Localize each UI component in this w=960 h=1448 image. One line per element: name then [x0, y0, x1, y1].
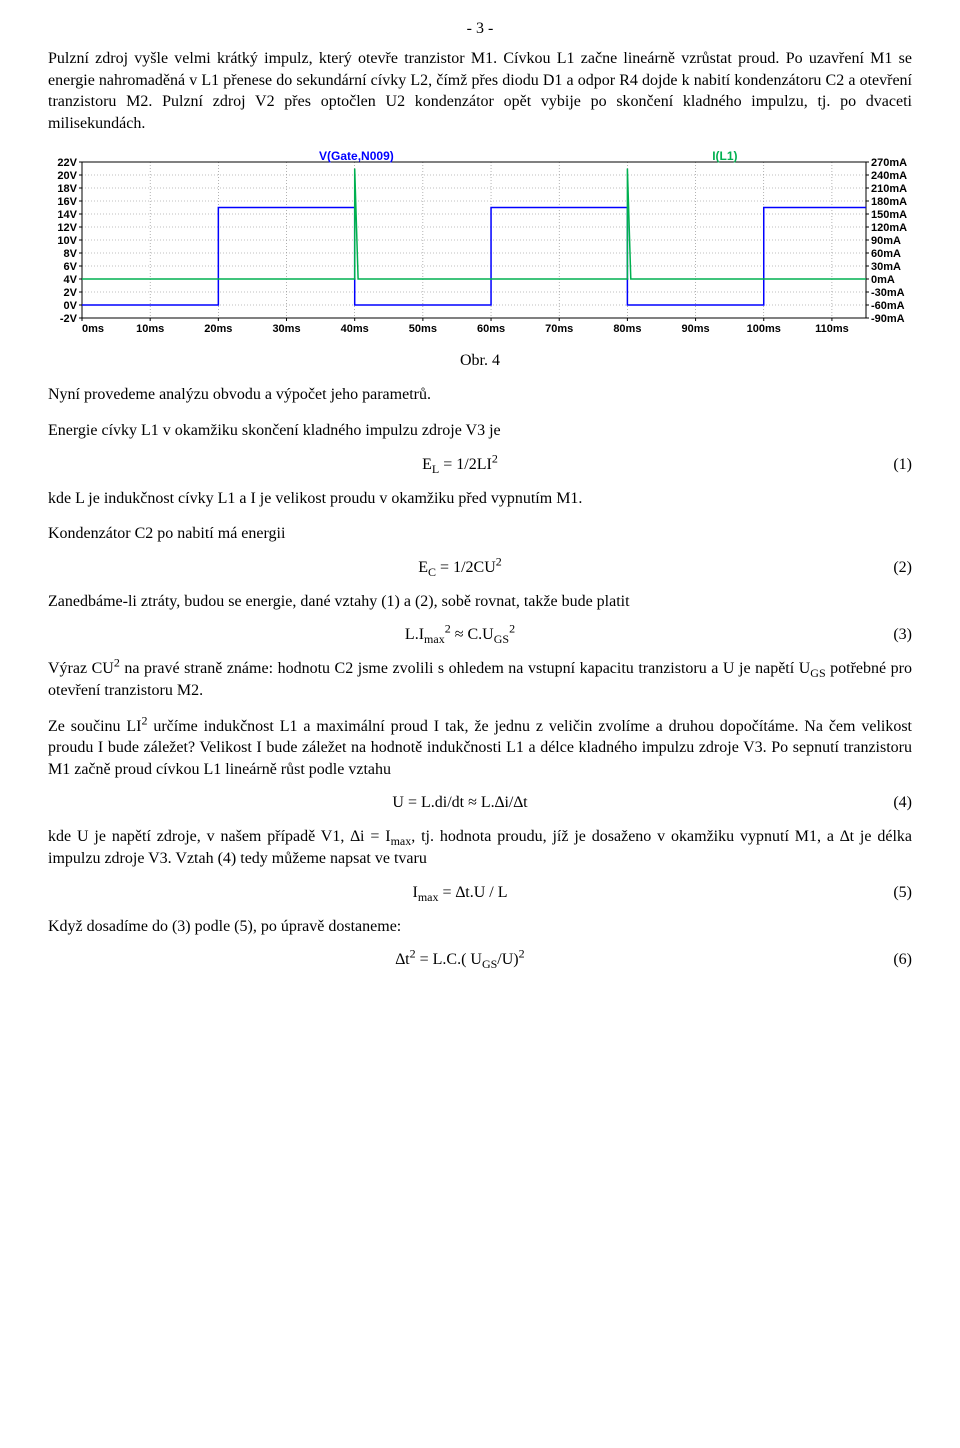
paragraph: kde U je napětí zdroje, v našem případě … [48, 826, 912, 869]
equation: ∆t2 = L.C.( UGS/U)2 (6) [48, 951, 912, 969]
svg-text:6V: 6V [64, 261, 78, 273]
paragraph: Výraz CU2 na pravé straně známe: hodnotu… [48, 658, 912, 701]
svg-text:150mA: 150mA [871, 209, 907, 221]
svg-text:-2V: -2V [60, 313, 78, 325]
svg-text:0V: 0V [64, 300, 78, 312]
svg-text:0mA: 0mA [871, 274, 895, 286]
equation-number: (6) [872, 951, 912, 969]
document-page: - 3 - Pulzní zdroj vyšle velmi krátký im… [0, 0, 960, 1023]
svg-text:270mA: 270mA [871, 157, 907, 169]
equation-expr: Imax = ∆t.U / L [48, 884, 872, 902]
svg-text:110ms: 110ms [815, 323, 849, 335]
svg-text:90ms: 90ms [681, 323, 709, 335]
paragraph: Kondenzátor C2 po nabití má energii [48, 523, 912, 545]
svg-text:22V: 22V [57, 157, 77, 169]
svg-text:-60mA: -60mA [871, 300, 905, 312]
paragraph: Ze součinu LI2 určíme indukčnost L1 a ma… [48, 716, 912, 781]
equation: U = L.di/dt ≈ L.∆i/∆t (4) [48, 794, 912, 812]
svg-text:8V: 8V [64, 248, 78, 260]
equation-number: (2) [872, 559, 912, 577]
svg-text:210mA: 210mA [871, 183, 907, 195]
svg-text:20V: 20V [57, 170, 77, 182]
paragraph: Nyní provedeme analýzu obvodu a výpočet … [48, 384, 912, 406]
svg-text:60ms: 60ms [477, 323, 505, 335]
svg-text:10ms: 10ms [136, 323, 164, 335]
equation-number: (3) [872, 626, 912, 644]
equation: Imax = ∆t.U / L (5) [48, 884, 912, 902]
svg-text:12V: 12V [57, 222, 77, 234]
svg-text:-30mA: -30mA [871, 287, 905, 299]
svg-text:20ms: 20ms [204, 323, 232, 335]
paragraph: kde L je indukčnost cívky L1 a I je veli… [48, 488, 912, 510]
figure-caption: Obr. 4 [48, 352, 912, 370]
equation-expr: L.Imax2 ≈ C.UGS2 [48, 626, 872, 644]
svg-text:120mA: 120mA [871, 222, 907, 234]
svg-text:0ms: 0ms [82, 323, 104, 335]
svg-text:180mA: 180mA [871, 196, 907, 208]
equation: L.Imax2 ≈ C.UGS2 (3) [48, 626, 912, 644]
svg-text:40ms: 40ms [341, 323, 369, 335]
svg-text:50ms: 50ms [409, 323, 437, 335]
paragraph: Zanedbáme-li ztráty, budou se energie, d… [48, 591, 912, 613]
paragraph: Pulzní zdroj vyšle velmi krátký impulz, … [48, 48, 912, 134]
svg-text:14V: 14V [57, 209, 77, 221]
svg-text:70ms: 70ms [545, 323, 573, 335]
equation-number: (4) [872, 794, 912, 812]
svg-text:-90mA: -90mA [871, 313, 905, 325]
svg-text:2V: 2V [64, 287, 78, 299]
paragraph: Když dosadíme do (3) podle (5), po úprav… [48, 916, 912, 938]
equation-number: (1) [872, 456, 912, 474]
svg-text:90mA: 90mA [871, 235, 901, 247]
equation: EL = 1/2LI2 (1) [48, 456, 912, 474]
waveform-chart: 22V20V18V16V14V12V10V8V6V4V2V0V-2V270mA2… [48, 148, 912, 338]
svg-text:30mA: 30mA [871, 261, 901, 273]
svg-text:16V: 16V [57, 196, 77, 208]
figure-chart: 22V20V18V16V14V12V10V8V6V4V2V0V-2V270mA2… [48, 148, 912, 338]
svg-text:240mA: 240mA [871, 170, 907, 182]
svg-text:80ms: 80ms [613, 323, 641, 335]
svg-text:30ms: 30ms [272, 323, 300, 335]
equation-expr: EL = 1/2LI2 [48, 456, 872, 474]
svg-text:10V: 10V [57, 235, 77, 247]
chart-container: 22V20V18V16V14V12V10V8V6V4V2V0V-2V270mA2… [48, 148, 912, 338]
paragraph: Energie cívky L1 v okamžiku skončení kla… [48, 420, 912, 442]
equation: EC = 1/2CU2 (2) [48, 559, 912, 577]
svg-text:V(Gate,N009): V(Gate,N009) [319, 149, 394, 163]
equation-expr: ∆t2 = L.C.( UGS/U)2 [48, 951, 872, 969]
equation-expr: U = L.di/dt ≈ L.∆i/∆t [48, 794, 872, 812]
equation-number: (5) [872, 884, 912, 902]
svg-text:4V: 4V [64, 274, 78, 286]
svg-text:60mA: 60mA [871, 248, 901, 260]
svg-text:100ms: 100ms [747, 323, 781, 335]
equation-expr: EC = 1/2CU2 [48, 559, 872, 577]
svg-text:I(L1): I(L1) [712, 149, 737, 163]
page-number: - 3 - [48, 20, 912, 38]
svg-text:18V: 18V [57, 183, 77, 195]
